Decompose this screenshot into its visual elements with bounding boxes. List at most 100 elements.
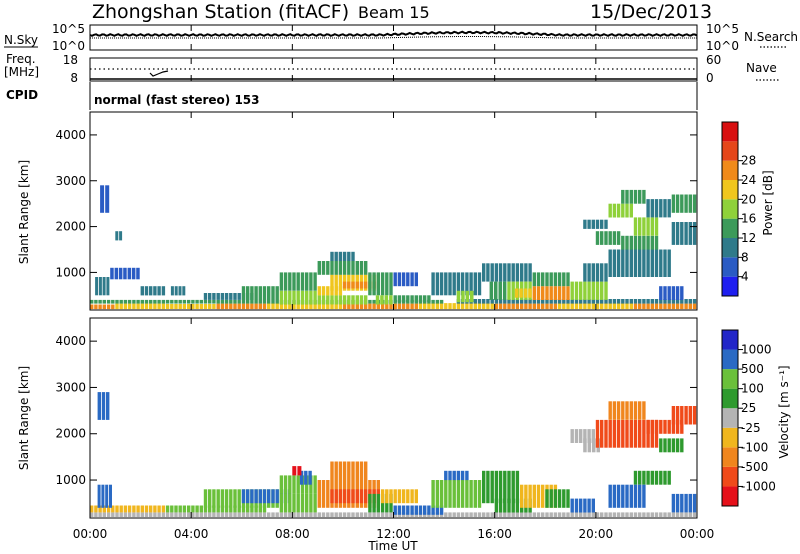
- heatmap-cell: [642, 512, 646, 517]
- heatmap-cell: [115, 299, 119, 304]
- heatmap-cell: [444, 272, 448, 296]
- heatmap-cell: [131, 267, 136, 280]
- heatmap-cell: [334, 286, 338, 296]
- heatmap-cell: [511, 281, 515, 300]
- heatmap-cell: [612, 249, 617, 277]
- heatmap-cell: [359, 489, 364, 504]
- heatmap-cell: [503, 303, 507, 310]
- heatmap-cell: [460, 480, 465, 508]
- heatmap-cell: [132, 505, 136, 513]
- heatmap-cell: [182, 286, 186, 296]
- colorbar-swatch: [722, 238, 738, 258]
- nave-tick-top: 60: [706, 53, 721, 67]
- heatmap-cell: [515, 303, 520, 310]
- heatmap-cell: [127, 267, 132, 280]
- heatmap-cell: [566, 489, 570, 508]
- heatmap-cell: [524, 484, 528, 508]
- heatmap-cell: [182, 299, 187, 304]
- heatmap-cell: [650, 299, 654, 304]
- heatmap-cell: [347, 489, 351, 504]
- heatmap-cell: [368, 299, 372, 304]
- heatmap-cell: [254, 299, 258, 304]
- heatmap-cell: [680, 438, 684, 453]
- heatmap-cell: [608, 231, 612, 245]
- colorbar-swatch: [722, 369, 738, 389]
- heatmap-cell: [149, 286, 153, 296]
- heatmap-cell: [342, 295, 347, 305]
- nave-tick-bottom: 0: [706, 71, 714, 85]
- heatmap-cell: [191, 512, 195, 517]
- heatmap-cell: [237, 299, 241, 304]
- cpid-panel: CPID normal (fast stereo) 153: [6, 82, 698, 110]
- heatmap-cell: [224, 489, 229, 508]
- heatmap-cell: [313, 475, 317, 494]
- heatmap-cell: [191, 299, 195, 304]
- heatmap-cell: [562, 489, 566, 508]
- heatmap-cell: [380, 512, 385, 517]
- colorbar-swatch: [722, 447, 738, 467]
- heatmap-cell: [616, 401, 621, 420]
- heatmap-cell: [629, 512, 633, 517]
- heatmap-cell: [545, 512, 549, 517]
- heatmap-cell: [271, 512, 275, 517]
- heatmap-cell: [650, 199, 654, 218]
- heatmap-cell: [397, 505, 402, 515]
- heatmap-cell: [423, 295, 427, 303]
- heatmap-cell: [553, 286, 558, 300]
- heatmap-cell: [536, 299, 541, 304]
- heatmap-cell: [203, 505, 208, 513]
- heatmap-cell: [591, 281, 595, 300]
- heatmap-cell: [313, 512, 317, 517]
- heatmap-cell: [212, 505, 216, 513]
- heatmap-cell: [326, 261, 330, 275]
- heatmap-cell: [258, 303, 262, 310]
- heatmap-cell: [106, 512, 111, 517]
- colorbar-frame: [721, 329, 739, 507]
- heatmap-cell: [642, 470, 646, 485]
- colorbar-tick-label: 24: [741, 173, 756, 187]
- heatmap-cell: [444, 470, 448, 481]
- heatmap-cell: [288, 493, 292, 513]
- heatmap-cell: [109, 484, 112, 508]
- heatmap-cell: [629, 189, 633, 204]
- heatmap-cell: [317, 303, 321, 310]
- freq-dip-marker: [149, 70, 169, 77]
- heatmap-cell: [532, 299, 536, 304]
- heatmap-cell: [562, 303, 566, 310]
- heatmap-cell: [646, 512, 650, 517]
- heatmap-cell: [136, 303, 140, 310]
- heatmap-cell: [579, 303, 583, 310]
- heatmap-cell: [557, 512, 562, 517]
- heatmap-cell: [688, 512, 692, 517]
- heatmap-cell: [490, 470, 494, 504]
- heatmap-cell: [616, 419, 621, 448]
- heatmap-cell: [313, 272, 317, 291]
- heatmap-cell: [507, 299, 511, 304]
- heatmap-cell: [123, 303, 128, 310]
- heatmap-cell: [279, 512, 284, 517]
- heatmap-cell: [448, 272, 452, 296]
- heatmap-cell: [680, 493, 684, 513]
- heatmap-cell: [140, 512, 144, 517]
- heatmap-cell: [482, 299, 486, 304]
- heatmap-cell: [262, 303, 267, 310]
- heatmap-cell: [557, 489, 562, 508]
- date-label: 15/Dec/2013: [590, 1, 712, 23]
- heatmap-cell: [688, 493, 692, 513]
- heatmap-cell: [439, 505, 444, 515]
- heatmap-cell: [401, 272, 406, 287]
- heatmap-cell: [111, 505, 115, 513]
- heatmap-cell: [557, 303, 562, 310]
- heatmap-cell: [393, 295, 397, 303]
- heatmap-cell: [448, 470, 452, 481]
- heatmap-cell: [541, 512, 545, 517]
- heatmap-cell: [97, 484, 101, 508]
- heatmap-cell: [621, 299, 625, 304]
- heatmap-cell: [212, 512, 216, 517]
- heatmap-cell: [136, 512, 140, 517]
- heatmap-cell: [587, 498, 591, 513]
- heatmap-cell: [119, 303, 123, 310]
- heatmap-cell: [587, 438, 592, 453]
- heatmap-cell: [275, 489, 279, 504]
